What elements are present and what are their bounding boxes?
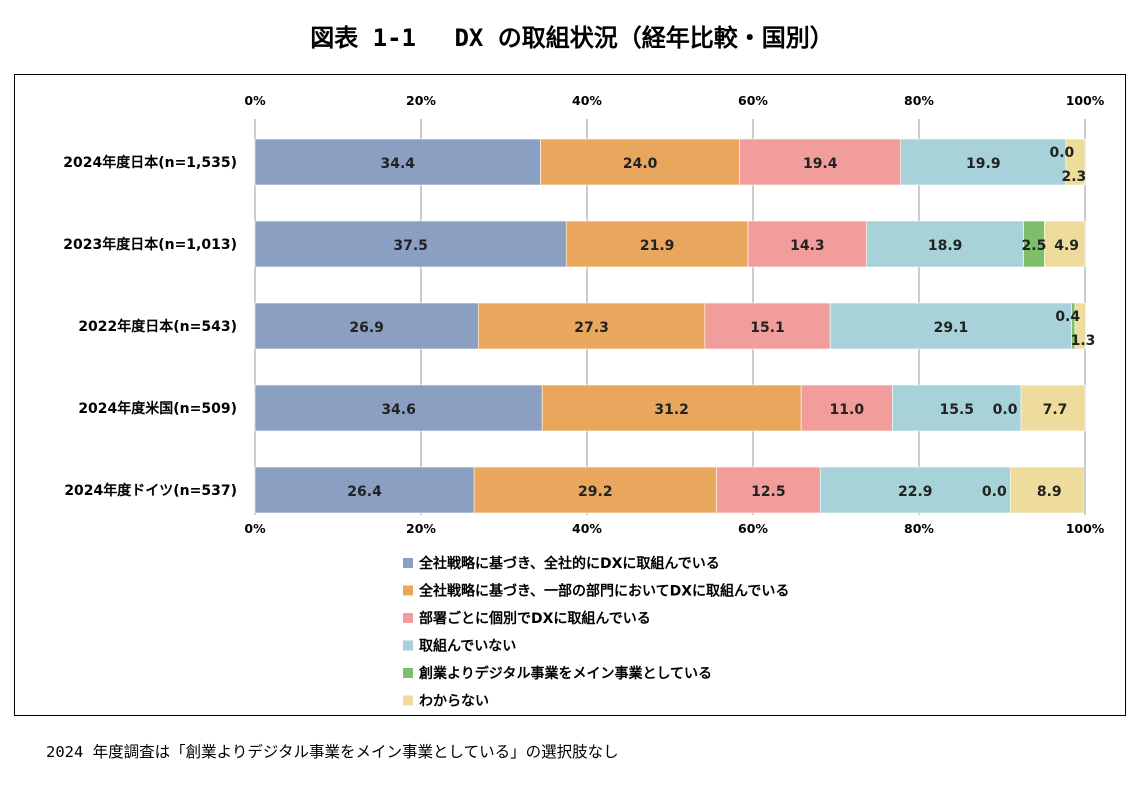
data-label: 4.9 (1054, 238, 1079, 254)
x-tick-label-top: 100% (1066, 93, 1105, 108)
data-label: 0.4 (1055, 309, 1080, 325)
legend-swatch (403, 558, 413, 568)
data-label: 15.1 (750, 320, 785, 336)
bar-segment (747, 220, 868, 268)
x-tick-label-top: 20% (406, 93, 436, 108)
bar-segment (1074, 302, 1087, 350)
legend-label: 取組んでいない (419, 638, 516, 655)
data-label: 29.1 (934, 320, 969, 336)
bar-segment (477, 302, 706, 350)
figure-title: 図表 1-1 DX の取組状況（経年比較・国別） (310, 24, 834, 52)
x-tick-label-bottom: 60% (738, 521, 768, 536)
data-label: 34.6 (381, 402, 416, 418)
bar-segment (866, 220, 1024, 268)
data-label: 1.3 (1071, 333, 1096, 349)
data-label: 26.9 (349, 320, 384, 336)
data-label: 31.2 (654, 402, 689, 418)
bar-segment (254, 466, 475, 514)
legend-swatch (403, 585, 413, 596)
bar-segment (565, 220, 749, 268)
legend-swatch (403, 668, 413, 678)
data-label: 27.3 (574, 320, 609, 336)
x-tick-label-top: 0% (244, 93, 266, 108)
category-label: 2024年度日本(n=1,535) (63, 154, 237, 171)
x-tick-label-top: 80% (904, 93, 934, 108)
x-tick-label-bottom: 0% (244, 521, 266, 536)
bar-segment (1020, 384, 1086, 432)
legend-swatch (403, 695, 413, 706)
bar-segment (254, 220, 567, 268)
bar-segment (473, 466, 717, 514)
bar-segment (541, 384, 802, 432)
bar-segment (739, 138, 902, 186)
bar-segment (819, 466, 1011, 514)
bar-segment (704, 302, 831, 350)
data-label: 7.7 (1043, 402, 1068, 418)
x-tick-label-bottom: 100% (1066, 521, 1105, 536)
bar-segment (254, 302, 479, 350)
x-tick-label-bottom: 80% (904, 521, 934, 536)
data-label: 24.0 (623, 156, 658, 172)
data-label: 8.9 (1037, 484, 1062, 500)
bar-segment (1044, 220, 1086, 268)
bar-segment (800, 384, 893, 432)
bar-segment (900, 138, 1067, 186)
footnote: 2024 年度調査は「創業よりデジタル事業をメイン事業としている」の選択肢なし (46, 743, 619, 761)
category-label: 2024年度米国(n=509) (78, 400, 237, 417)
bar-segment (254, 138, 541, 186)
data-label: 21.9 (640, 238, 675, 254)
legend-label: 全社戦略に基づき、一部の部門においてDXに取組んでいる (418, 583, 789, 600)
x-tick-label-top: 40% (572, 93, 602, 108)
chart-frame: 0% 0% 20% 20% 40% 40% 60% 60% 80% 80% 100% 100% 2024… (14, 74, 1126, 716)
data-label: 11.0 (830, 402, 865, 418)
bar-segment (892, 384, 1022, 432)
data-label: 34.4 (380, 156, 415, 172)
data-label: 37.5 (393, 238, 428, 254)
data-label: 0.0 (982, 484, 1007, 500)
legend-label: 創業よりデジタル事業をメイン事業としている (418, 665, 712, 682)
bar-segment (716, 466, 821, 514)
data-label: 22.9 (898, 484, 933, 500)
data-label: 2.3 (1062, 169, 1087, 185)
data-label: 15.5 (939, 402, 974, 418)
data-label: 19.4 (803, 156, 838, 172)
bar-segment (1065, 138, 1086, 186)
category-label: 2022年度日本(n=543) (78, 318, 237, 335)
data-label: 26.4 (347, 484, 382, 500)
legend-label: わからない (419, 694, 489, 710)
bar-segment (1009, 466, 1085, 514)
data-label: 19.9 (966, 156, 1001, 172)
legend-label: 全社戦略に基づき、全社的にDXに取組んでいる (418, 555, 720, 572)
x-tick-label-bottom: 20% (406, 521, 436, 536)
legend-label: 部署ごとに個別でDXに取組んでいる (419, 610, 651, 627)
data-label: 14.3 (790, 238, 825, 254)
bar-segment (829, 302, 1073, 350)
data-label: 18.9 (928, 238, 963, 254)
x-tick-label-top: 60% (738, 93, 768, 108)
legend-swatch (403, 613, 413, 623)
bar-segment (254, 384, 543, 432)
category-label: 2024年度ドイツ(n=537) (64, 482, 237, 499)
data-label: 0.0 (1050, 145, 1075, 161)
x-tick-label-bottom: 40% (572, 521, 602, 536)
legend-swatch (403, 640, 413, 651)
data-label: 2.5 (1022, 238, 1047, 254)
data-label: 0.0 (993, 402, 1018, 418)
data-label: 12.5 (751, 484, 786, 500)
stacked-bar-chart: 0% 0% 20% 20% 40% 40% 60% 60% 80% 80% 100% 100% 2024… (63, 93, 1105, 710)
data-label: 29.2 (578, 484, 613, 500)
category-label: 2023年度日本(n=1,013) (63, 236, 237, 253)
